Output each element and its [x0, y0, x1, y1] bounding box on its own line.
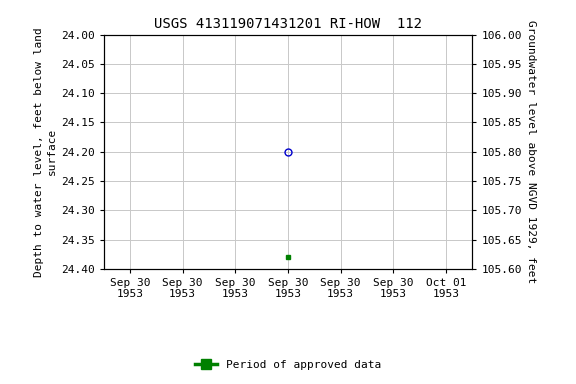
Y-axis label: Depth to water level, feet below land
surface: Depth to water level, feet below land su…	[33, 27, 56, 276]
Title: USGS 413119071431201 RI-HOW  112: USGS 413119071431201 RI-HOW 112	[154, 17, 422, 31]
Legend: Period of approved data: Period of approved data	[191, 356, 385, 375]
Y-axis label: Groundwater level above NGVD 1929, feet: Groundwater level above NGVD 1929, feet	[526, 20, 536, 283]
